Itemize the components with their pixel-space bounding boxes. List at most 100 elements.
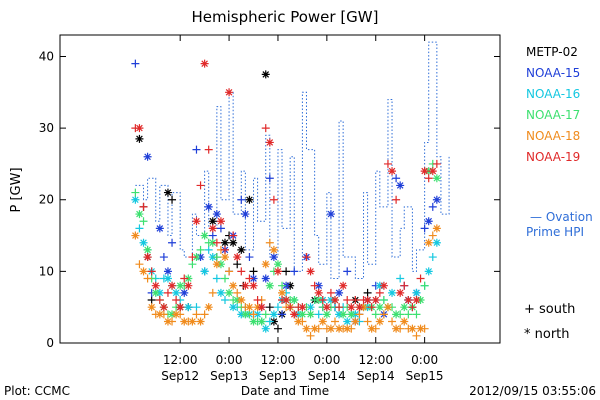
data-point bbox=[310, 281, 319, 290]
data-point bbox=[392, 174, 401, 183]
data-point bbox=[131, 195, 140, 204]
data-point bbox=[221, 238, 229, 247]
data-point bbox=[172, 296, 181, 305]
y-tick-label: 40 bbox=[39, 49, 54, 63]
data-point bbox=[184, 274, 193, 283]
data-point bbox=[314, 288, 323, 297]
data-point bbox=[216, 217, 225, 226]
data-point bbox=[294, 317, 303, 326]
data-point bbox=[310, 324, 319, 333]
data-point bbox=[184, 303, 193, 312]
data-point bbox=[420, 167, 429, 176]
data-point bbox=[139, 202, 148, 211]
data-point bbox=[278, 281, 287, 290]
data-point bbox=[200, 231, 209, 240]
data-point bbox=[371, 324, 380, 333]
data-point bbox=[261, 310, 270, 319]
data-point bbox=[245, 195, 254, 204]
data-point bbox=[208, 231, 217, 240]
data-point bbox=[351, 310, 360, 319]
data-point bbox=[269, 253, 278, 262]
data-point bbox=[212, 274, 221, 283]
data-point bbox=[172, 288, 181, 297]
data-point bbox=[139, 267, 148, 276]
data-point bbox=[208, 217, 217, 226]
data-point bbox=[290, 267, 299, 276]
data-point bbox=[339, 281, 348, 290]
data-point bbox=[269, 195, 278, 204]
data-point bbox=[273, 260, 282, 269]
x-axis-label: Date and Time bbox=[241, 384, 329, 398]
data-point bbox=[388, 288, 397, 297]
data-point bbox=[375, 303, 384, 312]
data-point bbox=[371, 310, 380, 319]
data-point bbox=[204, 303, 213, 312]
data-point bbox=[286, 281, 295, 290]
data-point bbox=[176, 281, 185, 290]
data-point bbox=[151, 288, 160, 297]
data-point bbox=[249, 310, 258, 319]
data-point bbox=[392, 195, 401, 204]
data-point bbox=[159, 253, 168, 262]
data-point bbox=[388, 167, 397, 176]
data-point bbox=[208, 253, 217, 262]
y-axis-label: P [GW] bbox=[9, 167, 24, 212]
data-point bbox=[302, 253, 311, 262]
data-point bbox=[168, 195, 177, 204]
data-point bbox=[135, 210, 144, 219]
data-point bbox=[326, 324, 335, 333]
data-point bbox=[155, 224, 164, 233]
data-point bbox=[261, 70, 270, 79]
data-point bbox=[237, 267, 246, 276]
data-point bbox=[379, 296, 388, 305]
data-point bbox=[139, 217, 148, 226]
data-point bbox=[241, 281, 250, 290]
data-point bbox=[147, 296, 156, 305]
data-point bbox=[204, 245, 213, 254]
marker-legend-item: * north bbox=[524, 327, 570, 342]
data-point bbox=[204, 202, 213, 211]
data-point bbox=[249, 274, 258, 283]
data-point bbox=[135, 134, 144, 143]
data-point bbox=[282, 281, 291, 290]
data-point bbox=[245, 253, 254, 262]
data-point bbox=[176, 310, 185, 319]
data-point bbox=[359, 303, 368, 312]
x-tick-time-label: 12:00 bbox=[358, 353, 393, 367]
data-point bbox=[428, 202, 437, 211]
data-point bbox=[196, 245, 205, 254]
data-point bbox=[432, 238, 441, 247]
data-point bbox=[265, 238, 274, 247]
data-point bbox=[347, 324, 356, 333]
data-point bbox=[404, 296, 413, 305]
data-point bbox=[355, 303, 364, 312]
data-point bbox=[302, 324, 311, 333]
data-point bbox=[192, 253, 201, 262]
y-tick-label: 30 bbox=[39, 121, 54, 135]
data-point bbox=[408, 303, 417, 312]
data-point bbox=[294, 310, 303, 319]
data-point bbox=[192, 145, 201, 154]
data-point bbox=[396, 181, 405, 190]
data-point bbox=[343, 317, 352, 326]
data-point bbox=[163, 267, 172, 276]
data-point bbox=[249, 317, 258, 326]
data-point bbox=[176, 303, 185, 312]
data-point bbox=[432, 174, 441, 183]
data-point bbox=[253, 296, 262, 305]
data-point bbox=[278, 310, 287, 319]
data-point bbox=[432, 195, 441, 204]
data-point bbox=[273, 267, 282, 276]
data-point bbox=[424, 267, 433, 276]
data-point bbox=[314, 296, 323, 305]
data-point bbox=[424, 167, 433, 176]
data-point bbox=[229, 303, 238, 312]
data-point bbox=[269, 310, 278, 319]
data-point bbox=[188, 317, 197, 326]
data-point bbox=[233, 253, 242, 262]
data-point bbox=[326, 288, 335, 297]
data-point bbox=[237, 310, 246, 319]
series-layer bbox=[131, 59, 441, 340]
data-point bbox=[273, 324, 282, 333]
